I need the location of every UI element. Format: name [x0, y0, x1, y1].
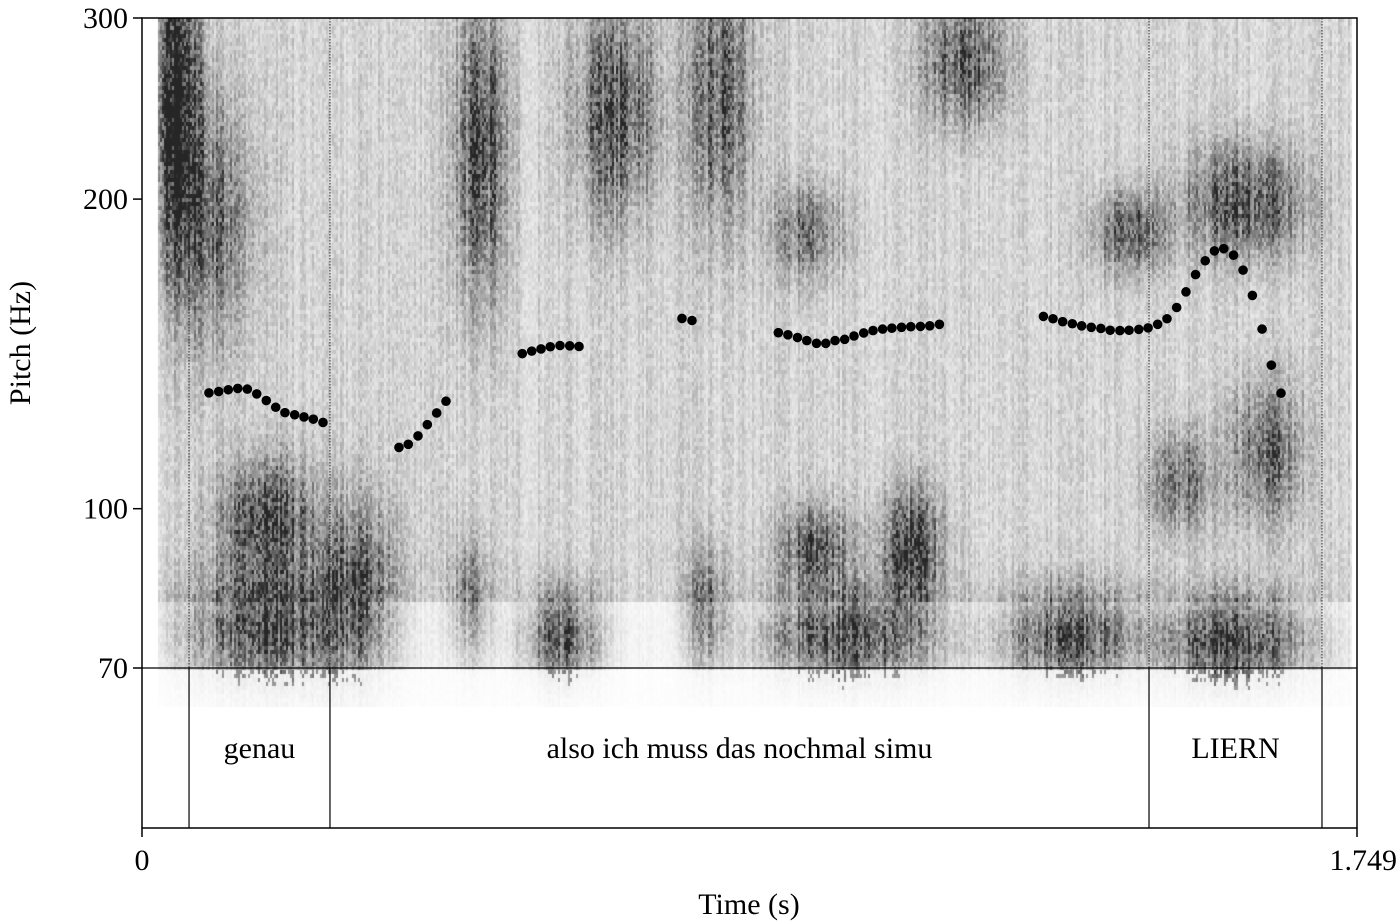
pitch-point	[1124, 325, 1134, 336]
pitch-point	[1228, 250, 1239, 260]
x-tick-label: 1.749	[1330, 844, 1398, 877]
pitch-point	[555, 340, 565, 351]
pitch-point	[413, 431, 423, 441]
pitch-point	[906, 321, 916, 332]
pitch-point	[802, 335, 812, 346]
x-tick-label: 0	[135, 844, 150, 877]
pitch-point	[517, 348, 528, 359]
pitch-points	[204, 243, 1286, 453]
pitch-point	[261, 395, 272, 406]
pitch-point	[1266, 360, 1277, 370]
pitch-point	[545, 341, 556, 352]
pitch-point	[896, 322, 907, 333]
pitch-point	[820, 338, 831, 349]
pitch-point	[1190, 269, 1201, 280]
pitch-point	[394, 442, 404, 453]
y-tick-label: 70	[98, 652, 128, 685]
pitch-point	[441, 396, 451, 407]
tier-labels: genau also ich muss das nochmal simu LIERN	[224, 732, 1280, 765]
pitch-point	[536, 344, 546, 354]
pitch-point	[1067, 318, 1078, 329]
pitch-point	[811, 338, 822, 349]
pitch-point	[687, 315, 697, 326]
pitch-point	[403, 439, 414, 450]
pitch-point	[1276, 388, 1286, 399]
interval-boundaries	[188, 18, 1323, 828]
pitch-point	[1057, 316, 1068, 327]
interval-label: also ich muss das nochmal simu	[547, 732, 933, 765]
pitch-point	[318, 417, 328, 428]
pitch-point	[1200, 255, 1211, 266]
pitch-point	[422, 419, 433, 430]
pitch-point	[915, 321, 926, 332]
pitch-point	[564, 341, 575, 351]
y-axis-ticks: 70 100 200 300	[83, 2, 142, 685]
pitch-point	[1257, 324, 1267, 334]
pitch-point	[924, 321, 935, 331]
pitch-point	[1171, 302, 1182, 313]
pitch-point	[1038, 311, 1049, 322]
pitch-point	[868, 325, 878, 336]
pitch-point	[1048, 313, 1058, 324]
plot-frame	[141, 17, 1358, 829]
pitch-point	[1086, 322, 1097, 333]
pitch-point	[1247, 290, 1258, 301]
pitch-point	[839, 334, 850, 345]
pitch-point	[1152, 319, 1163, 330]
pitch-point	[887, 323, 897, 333]
pitch-point	[858, 328, 869, 338]
pitch-point	[232, 383, 243, 394]
pitch-point	[1105, 325, 1115, 336]
pitch-point	[242, 384, 253, 394]
pitch-point	[270, 402, 281, 413]
y-tick-label: 200	[83, 183, 128, 216]
pitch-point	[223, 384, 234, 395]
pitch-point	[308, 414, 319, 424]
pitch-point	[1143, 323, 1153, 333]
pitch-point	[1209, 246, 1220, 256]
interval-label: genau	[224, 732, 296, 765]
pitch-point	[251, 389, 262, 399]
pitch-point	[289, 409, 300, 420]
y-axis-label: Pitch (Hz)	[4, 281, 37, 405]
y-tick-label: 300	[83, 2, 128, 35]
pitch-point	[877, 324, 888, 334]
pitch-point	[1076, 321, 1087, 331]
pitch-point	[431, 408, 442, 418]
pitch-point	[783, 329, 793, 340]
interval-label: LIERN	[1191, 732, 1279, 765]
pitch-point	[204, 388, 214, 398]
pitch-point	[1238, 265, 1248, 275]
pitch-point	[1115, 325, 1125, 336]
pitch-point	[280, 407, 290, 418]
pitch-point	[1096, 323, 1106, 334]
pitch-point	[1218, 243, 1229, 254]
pitch-point	[1134, 324, 1144, 335]
pitch-point	[1181, 287, 1191, 297]
pitch-point	[1162, 313, 1172, 324]
pitch-point	[849, 331, 859, 341]
pitch-point	[934, 319, 945, 330]
pitch-point	[830, 335, 840, 346]
pitch-point	[526, 346, 537, 356]
pitch-point	[299, 412, 309, 422]
pitch-point	[213, 386, 224, 397]
pitch-point	[792, 332, 803, 343]
pitch-point	[574, 341, 584, 352]
x-axis-ticks: 0 1.749	[135, 828, 1398, 877]
x-axis-label: Time (s)	[698, 888, 799, 921]
pitch-point	[773, 327, 784, 338]
pitch-point	[677, 313, 687, 324]
y-tick-label: 100	[83, 493, 128, 526]
